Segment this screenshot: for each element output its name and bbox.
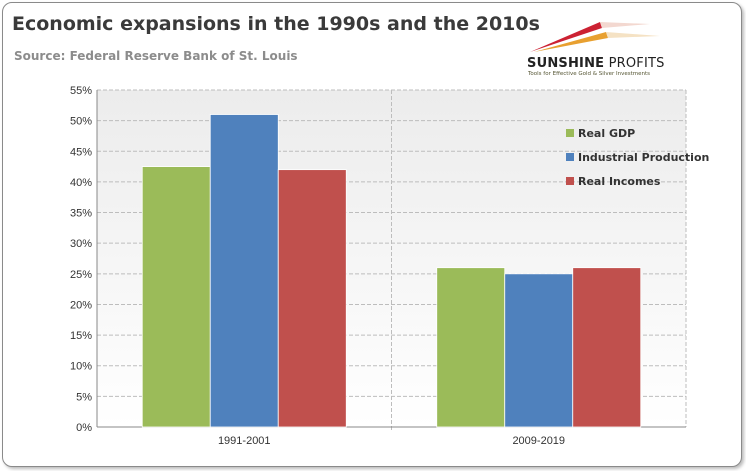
sunshine-profits-logo: [530, 22, 660, 52]
y-tick-label: 50%: [70, 116, 92, 128]
chart-title: Economic expansions in the 1990s and the…: [12, 13, 540, 35]
y-tick-label: 10%: [70, 361, 92, 373]
bar-industrial-production: [504, 273, 574, 428]
x-tick-label: 1991-2001: [218, 435, 271, 447]
y-tick-label: 20%: [70, 299, 92, 311]
legend-swatch: [566, 153, 574, 161]
logo-tagline: Tools for Effective Gold & Silver Invest…: [528, 71, 650, 77]
x-tick-label: 2009-2019: [512, 435, 565, 447]
bar-real-gdp: [436, 267, 506, 428]
y-tick-label: 40%: [70, 177, 92, 189]
legend-label: Industrial Production: [578, 151, 709, 164]
y-tick-label: 0%: [76, 422, 92, 434]
legend-swatch: [566, 129, 574, 137]
y-tick-label: 5%: [76, 391, 92, 403]
chart-source: Source: Federal Reserve Bank of St. Loui…: [14, 49, 298, 63]
y-tick-label: 45%: [70, 146, 92, 158]
y-tick-label: 15%: [70, 330, 92, 342]
y-tick-label: 25%: [70, 269, 92, 281]
logo-name: SUNSHINE PROFITS: [527, 56, 665, 71]
bar-real-incomes: [572, 267, 642, 428]
legend-label: Real Incomes: [578, 175, 661, 188]
legend-swatch: [566, 177, 574, 185]
bar-real-gdp: [141, 166, 211, 428]
y-tick-label: 35%: [70, 208, 92, 220]
y-tick-label: 55%: [70, 85, 92, 97]
y-tick-label: 30%: [70, 238, 92, 250]
legend-label: Real GDP: [578, 127, 635, 140]
bar-industrial-production: [209, 114, 279, 428]
bar-real-incomes: [277, 169, 347, 428]
